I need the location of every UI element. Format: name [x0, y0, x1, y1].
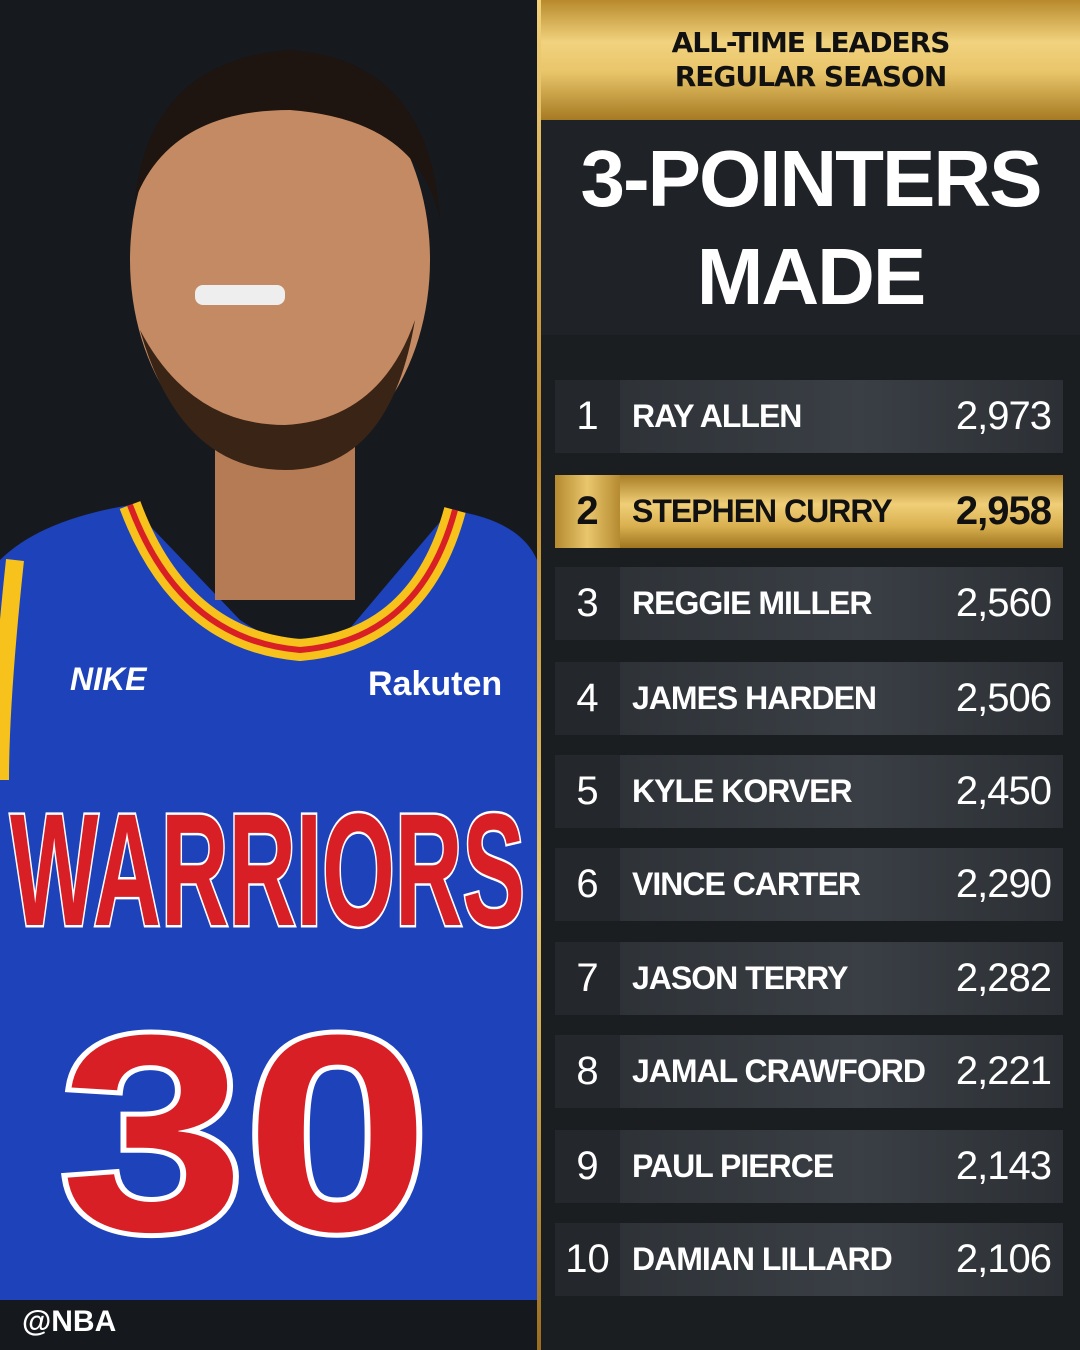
leader-row: 1 RAY ALLEN 2,973 [555, 380, 1063, 453]
rank-cell: 8 [555, 1035, 620, 1108]
rank-cell: 5 [555, 755, 620, 828]
rank: 4 [576, 676, 599, 720]
rank: 8 [576, 1049, 599, 1093]
title-line-2: MADE [696, 232, 927, 321]
gold-divider [537, 0, 541, 1350]
three-pointers-made: 2,560 [955, 581, 1052, 625]
title-line-1: 3-POINTERS [580, 134, 1042, 223]
rank-cell: 4 [555, 662, 620, 735]
player-name: JAMAL CRAWFORD [632, 1053, 926, 1089]
leaderboard-panel: ALL-TIME LEADERS REGULAR SEASON 3-POINTE… [541, 0, 1080, 1350]
rank-cell: 2 [555, 475, 620, 548]
player-name: RAY ALLEN [632, 398, 802, 434]
gold-header: ALL-TIME LEADERS REGULAR SEASON [541, 0, 1080, 120]
leader-row: 8 JAMAL CRAWFORD 2,221 [555, 1035, 1063, 1108]
leader-row: 5 KYLE KORVER 2,450 [555, 755, 1063, 828]
rank: 9 [576, 1144, 599, 1188]
three-pointers-made: 2,106 [955, 1237, 1052, 1281]
rank: 7 [576, 956, 599, 1000]
jersey-sponsor: Rakuten [368, 665, 502, 703]
nba-handle: @NBA [22, 1305, 117, 1338]
jersey-brand: NIKE [70, 661, 148, 697]
player-illustration: NIKE Rakuten WARRIORS 30 [0, 0, 537, 1300]
rank: 3 [576, 581, 599, 625]
rank: 6 [576, 862, 599, 906]
title-box: 3-POINTERS MADE [541, 120, 1080, 335]
three-pointers-made: 2,973 [955, 394, 1052, 438]
header-line-1: ALL-TIME LEADERS [671, 26, 951, 59]
three-pointers-made: 2,958 [955, 489, 1052, 533]
leader-row: 3 REGGIE MILLER 2,560 [555, 567, 1063, 640]
player-photo: NIKE Rakuten WARRIORS 30 @NBA [0, 0, 537, 1350]
rank-cell: 6 [555, 848, 620, 921]
rank: 10 [565, 1237, 610, 1281]
player-name: JASON TERRY [632, 960, 848, 996]
rank-cell: 9 [555, 1130, 620, 1203]
leader-row: 2 STEPHEN CURRY 2,958 [555, 475, 1063, 548]
leader-row: 6 VINCE CARTER 2,290 [555, 848, 1063, 921]
three-pointers-made: 2,282 [955, 956, 1052, 1000]
rank-cell: 3 [555, 567, 620, 640]
rank: 5 [576, 769, 599, 813]
rank-cell: 1 [555, 380, 620, 453]
three-pointers-made: 2,506 [955, 676, 1052, 720]
player-name: REGGIE MILLER [632, 585, 872, 621]
jersey-text: WARRIORS [10, 780, 525, 959]
three-pointers-made: 2,143 [955, 1144, 1052, 1188]
rank: 1 [576, 394, 599, 438]
leader-row: 9 PAUL PIERCE 2,143 [555, 1130, 1063, 1203]
header-line-2: REGULAR SEASON [674, 60, 948, 93]
rank-cell: 10 [555, 1223, 620, 1296]
player-name: STEPHEN CURRY [632, 493, 893, 529]
three-pointers-made: 2,290 [955, 862, 1052, 906]
player-name: PAUL PIERCE [632, 1148, 834, 1184]
player-name: VINCE CARTER [632, 866, 861, 902]
leader-row: 10 DAMIAN LILLARD 2,106 [555, 1223, 1063, 1296]
jersey-number: 30 [60, 978, 430, 1290]
leader-row: 4 JAMES HARDEN 2,506 [555, 662, 1063, 735]
player-name: DAMIAN LILLARD [632, 1241, 893, 1277]
rank-cell: 7 [555, 942, 620, 1015]
player-name: JAMES HARDEN [632, 680, 877, 716]
three-pointers-made: 2,221 [955, 1049, 1052, 1093]
leader-row: 7 JASON TERRY 2,282 [555, 942, 1063, 1015]
three-pointers-made: 2,450 [955, 769, 1052, 813]
player-name: KYLE KORVER [632, 773, 853, 809]
rank: 2 [576, 489, 599, 533]
